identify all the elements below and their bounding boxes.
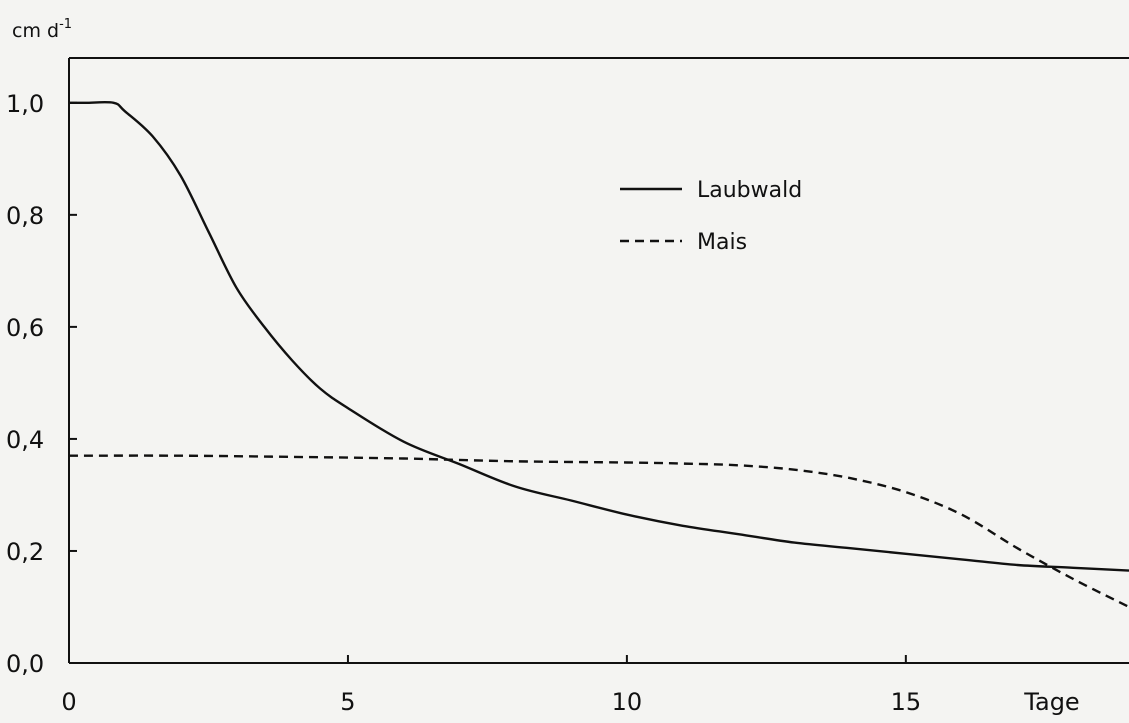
y-axis-label-superscript: -1 — [59, 17, 72, 32]
x-tick-label: 5 — [340, 688, 355, 716]
y-tick-label: 0,2 — [6, 538, 44, 566]
legend-label-mais: Mais — [697, 230, 747, 255]
x-tick-label: 10 — [612, 688, 643, 716]
y-tick-label: 0,6 — [6, 314, 44, 342]
series-line-mais — [68, 454, 1129, 609]
y-tick-label: 0,8 — [6, 202, 44, 230]
y-tick-label: 0,4 — [6, 426, 44, 454]
x-tick-label: 0 — [61, 688, 76, 716]
x-axis-label: Tage — [1023, 688, 1079, 716]
y-axis-label: cm d-1 — [12, 17, 72, 42]
y-tick-label: 1,0 — [6, 90, 44, 118]
legend-label-laubwald: Laubwald — [697, 178, 802, 203]
series-line-laubwald — [69, 100, 1129, 572]
x-tick-label: 15 — [891, 688, 922, 716]
y-tick-label: 0,0 — [6, 650, 44, 678]
